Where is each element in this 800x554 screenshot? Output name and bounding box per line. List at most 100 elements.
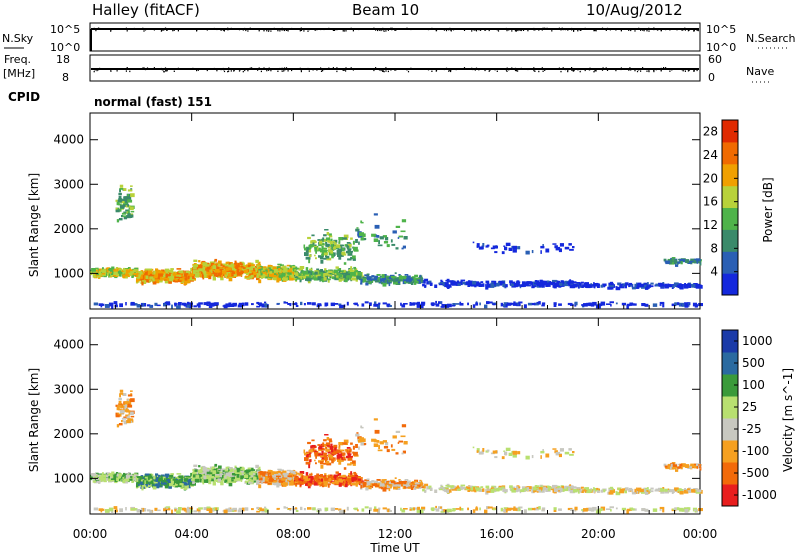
power-cell: [402, 245, 406, 249]
power-cell: [374, 301, 377, 306]
freq-sample: [95, 68, 97, 70]
nsky-sample: [669, 29, 671, 31]
freq-sample: [227, 70, 229, 73]
power-colorbar-segment: [722, 163, 738, 187]
power-cell: [547, 280, 550, 283]
freq-sample: [605, 67, 607, 70]
power-cell: [699, 260, 701, 264]
power-cell: [91, 268, 96, 272]
power-cell: [353, 266, 357, 270]
velocity-cell: [274, 481, 278, 486]
power-cell: [277, 263, 282, 266]
velocity-cell: [248, 481, 253, 484]
nsky-sample: [471, 28, 474, 31]
velocity-cell: [215, 479, 219, 482]
power-cell: [603, 284, 606, 288]
power-cell: [176, 305, 181, 309]
power-cell: [343, 262, 347, 265]
power-cell: [536, 301, 539, 304]
velocity-cell: [250, 477, 254, 480]
power-cell: [553, 304, 557, 307]
freq-sample: [268, 67, 270, 69]
power-cell: [536, 285, 539, 288]
power-cell: [420, 275, 423, 279]
power-cell: [272, 266, 277, 271]
nsky-sample: [391, 27, 393, 30]
power-cell: [218, 266, 223, 270]
power-cell: [185, 270, 191, 273]
power-cell: [193, 272, 197, 277]
nsky-sample: [99, 27, 101, 30]
power-cell: [334, 242, 337, 246]
power-cell: [395, 281, 401, 285]
power-cell: [648, 285, 654, 288]
nsky-sample: [648, 30, 650, 32]
power-cell: [349, 270, 355, 272]
nsky-sample: [588, 28, 591, 30]
power-cell: [326, 232, 330, 236]
velocity-cell: [91, 473, 96, 477]
power-cell: [147, 270, 153, 273]
power-cell: [214, 258, 218, 262]
power-cell: [564, 246, 570, 250]
power-cell: [129, 273, 133, 276]
velocity-cell: [231, 476, 235, 480]
power-cell: [96, 273, 99, 276]
freq-sample: [431, 70, 433, 72]
power-cell: [219, 268, 224, 271]
power-cell: [237, 304, 243, 308]
power-cell: [127, 199, 131, 203]
power-cell: [456, 280, 460, 284]
freq-sample: [508, 69, 510, 71]
velocity-cell: [169, 478, 172, 482]
velocity-cell: [98, 473, 103, 475]
power-cell: [317, 247, 319, 251]
power-cell: [356, 277, 359, 280]
power-cell: [377, 244, 383, 247]
power-cell: [545, 248, 550, 253]
power-cell: [442, 282, 445, 287]
power-cell: [355, 228, 360, 232]
freq-sample: [443, 68, 445, 71]
nsky-sample: [688, 29, 690, 31]
nsky-sample: [382, 27, 384, 30]
velocity-cell: [198, 473, 203, 477]
velocity-cell: [256, 480, 261, 484]
power-cell: [664, 260, 668, 263]
velocity-cell: [231, 478, 234, 482]
nsky-sample: [494, 28, 496, 30]
power-cell: [418, 277, 423, 280]
power-cell: [199, 273, 202, 278]
velocity-cell: [250, 475, 255, 480]
power-cell: [338, 256, 342, 260]
nsky-sample: [519, 29, 521, 31]
nsky-sample: [263, 30, 265, 32]
freq-sample: [620, 68, 622, 71]
power-cell: [294, 302, 298, 305]
freq-sample: [270, 69, 272, 72]
power-cell: [339, 253, 344, 257]
velocity-cell: [102, 472, 104, 476]
nsky-sample: [687, 29, 689, 32]
velocity-cell: [158, 474, 161, 477]
power-cell: [662, 303, 665, 308]
power-cell: [250, 274, 254, 278]
power-cell: [588, 302, 592, 307]
power-cell: [536, 284, 541, 287]
power-cell: [348, 275, 351, 280]
power-cell: [308, 275, 312, 279]
power-cell: [423, 304, 425, 306]
power-cell: [409, 302, 412, 304]
power-cell: [531, 250, 534, 254]
power-cell: [523, 304, 527, 309]
velocity-cell: [137, 476, 143, 479]
power-cell: [330, 302, 335, 307]
power-cell: [511, 245, 514, 249]
power-cell: [196, 266, 200, 271]
velocity-cell: [250, 469, 256, 471]
power-cell: [188, 304, 193, 308]
power-cell: [555, 246, 561, 251]
power-cell: [672, 259, 677, 262]
freq-sample: [589, 67, 591, 69]
power-cell: [163, 273, 166, 278]
